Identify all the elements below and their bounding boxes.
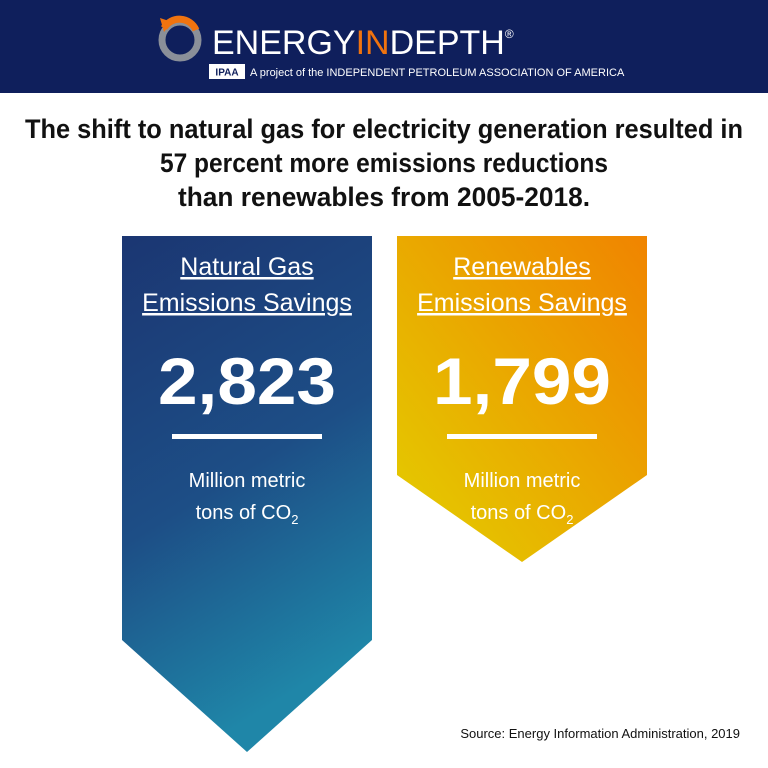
registered-mark: ® <box>505 27 514 41</box>
unit-subscript: 2 <box>566 512 573 527</box>
brand-part: ENERGY <box>212 24 356 62</box>
panel-unit: Million metric <box>189 470 306 492</box>
panel-title: Emissions Savings <box>142 289 352 317</box>
headline-line: than renewables from 2005-2018. <box>178 182 590 212</box>
panel-title: Renewables <box>453 253 591 281</box>
source: Source: Energy Information Administratio… <box>460 726 740 741</box>
headline-line: 57 percent more emissions reductions <box>160 148 608 178</box>
panels: Natural Gas Emissions Savings 2,823 Million… <box>142 253 627 527</box>
badge-box <box>209 64 245 79</box>
badge: IPAA <box>215 68 238 79</box>
header-band <box>0 0 768 93</box>
brand-part: IN <box>356 24 390 62</box>
panel-unit: tons of CO2 <box>196 502 299 527</box>
panel-value: 1,799 <box>433 344 611 418</box>
divider <box>447 434 597 439</box>
unit-text: tons of CO <box>471 502 567 524</box>
tagline: A project of the INDEPENDENT PETROLEUM A… <box>250 67 625 79</box>
logo-icon <box>158 15 202 62</box>
divider <box>172 434 322 439</box>
unit-text: tons of CO <box>196 502 292 524</box>
panel-arrow <box>397 236 647 562</box>
panel-unit: Million metric <box>464 470 581 492</box>
panel-title: Emissions Savings <box>417 289 627 317</box>
panel-title: Natural Gas <box>180 253 313 281</box>
brand-part: DEPTH <box>390 24 505 62</box>
panel-arrow <box>122 236 372 752</box>
unit-subscript: 2 <box>291 512 298 527</box>
brand: ENERGYINDEPTH® <box>212 24 514 62</box>
panel-value: 2,823 <box>158 344 336 418</box>
panel-unit: tons of CO2 <box>471 502 574 527</box>
headline-line: The shift to natural gas for electricity… <box>25 114 743 144</box>
